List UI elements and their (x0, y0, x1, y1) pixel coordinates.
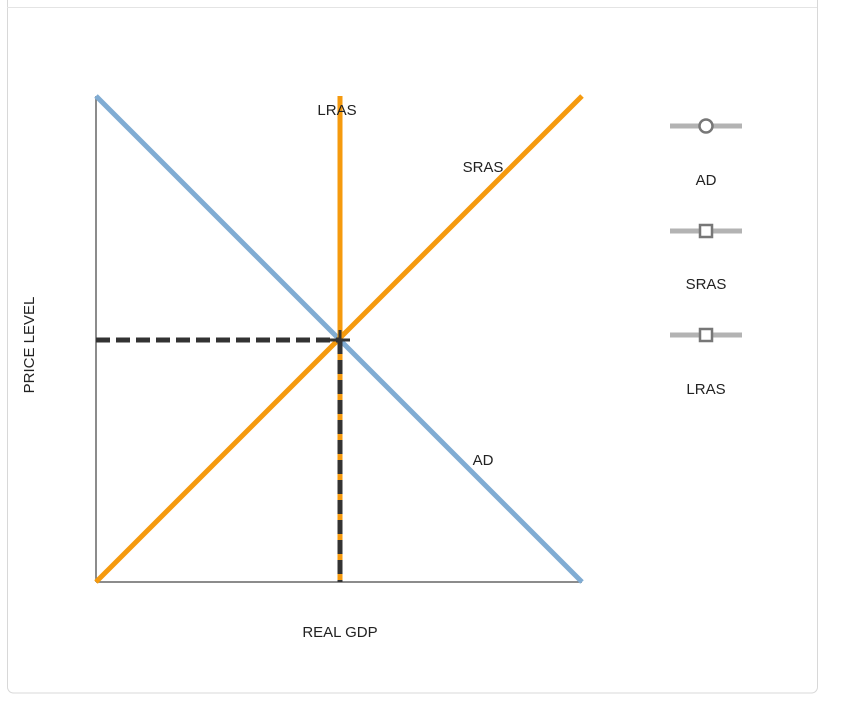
curve-label: SRAS (463, 159, 504, 176)
tool-lras[interactable]: LRAS (670, 327, 742, 398)
tool-label: LRAS (686, 381, 725, 398)
y-axis-label: PRICE LEVEL (21, 297, 38, 394)
tool-ad[interactable]: AD (670, 118, 742, 189)
tool-label: SRAS (686, 276, 727, 293)
curve-label: AD (473, 452, 494, 469)
card (7, 0, 818, 694)
tool-label: AD (696, 172, 717, 189)
equilibrium-point[interactable] (330, 330, 350, 350)
x-axis-label: REAL GDP (302, 624, 377, 641)
tool-handle (698, 327, 714, 343)
tool-handle (698, 118, 714, 134)
tool-handle (698, 223, 714, 239)
curve-label: LRAS (317, 102, 356, 119)
tool-sras[interactable]: SRAS (670, 223, 742, 293)
